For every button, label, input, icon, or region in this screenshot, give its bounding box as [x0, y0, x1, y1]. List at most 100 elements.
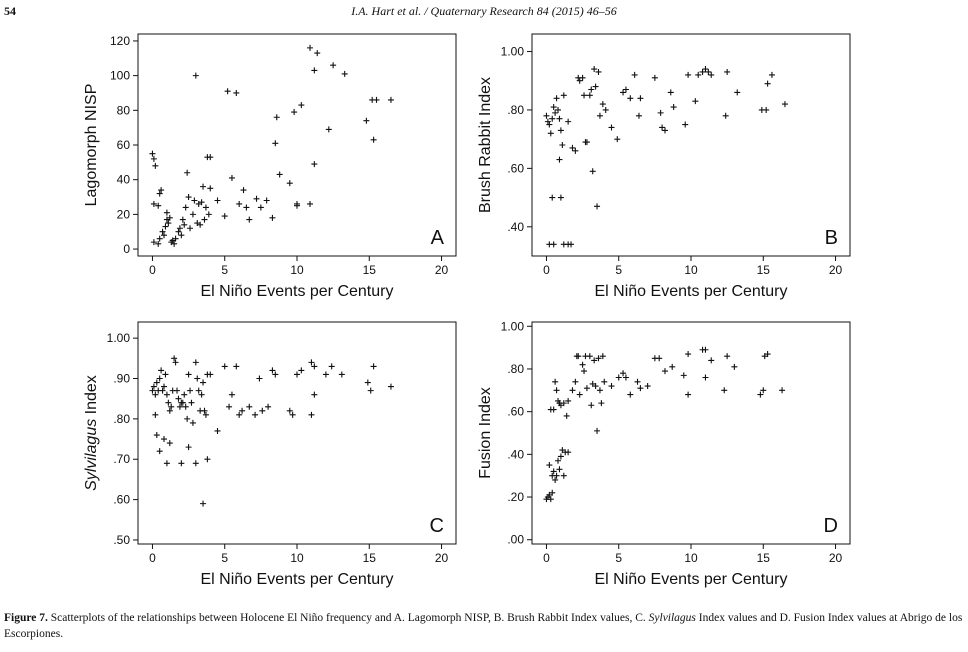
data-point	[298, 367, 305, 374]
data-point	[682, 121, 689, 128]
data-point	[708, 71, 715, 78]
x-tick-label: 0	[543, 263, 550, 277]
y-tick-label: .60	[507, 405, 524, 419]
data-point	[634, 378, 641, 385]
x-tick-label: 20	[435, 263, 449, 277]
data-point	[576, 77, 583, 84]
x-tick-label: 15	[757, 263, 771, 277]
data-point	[553, 387, 560, 394]
data-point	[191, 197, 198, 204]
data-point	[608, 383, 615, 390]
data-point	[669, 363, 676, 370]
data-point	[172, 235, 179, 242]
data-point	[175, 228, 182, 235]
data-point	[764, 80, 771, 87]
data-point	[161, 232, 168, 239]
data-point	[259, 407, 266, 414]
data-point	[158, 187, 165, 194]
data-point	[555, 106, 562, 113]
data-point	[659, 124, 666, 131]
data-point	[579, 361, 586, 368]
data-point	[311, 67, 318, 74]
data-point	[575, 353, 582, 360]
y-axis-title: Sylvilagus Index	[83, 375, 100, 491]
data-point	[166, 407, 173, 414]
data-point	[294, 371, 300, 378]
data-point	[156, 190, 163, 197]
y-tick-label: 1.00	[107, 331, 131, 345]
data-point	[204, 456, 211, 463]
data-point	[322, 371, 329, 378]
y-axis-title: Fusion Index	[477, 387, 494, 479]
data-point	[734, 89, 741, 96]
data-point	[253, 195, 260, 202]
data-point	[200, 500, 207, 507]
data-point	[228, 174, 235, 181]
data-point	[162, 371, 169, 378]
y-tick-label: 60	[117, 138, 131, 152]
data-point	[311, 363, 318, 370]
data-point	[556, 115, 563, 122]
y-tick-label: 100	[110, 69, 130, 83]
data-point	[174, 387, 181, 394]
data-point	[692, 98, 699, 105]
y-axis-title: Lagomorph NISP	[83, 84, 100, 207]
x-tick-label: 10	[290, 263, 304, 277]
data-point	[757, 391, 764, 398]
data-point	[591, 357, 598, 364]
data-point	[166, 440, 173, 447]
data-point	[171, 240, 178, 247]
running-head: I.A. Hart et al. / Quaternary Research 8…	[351, 4, 617, 18]
data-point	[594, 427, 601, 434]
data-point	[592, 83, 599, 90]
data-point	[702, 374, 709, 381]
data-point	[195, 387, 202, 394]
data-point	[552, 476, 559, 483]
scatter-plot-a: 0 5 10 15 20 0 20 40 60 80 100 120 El Niño Events pe…	[83, 33, 457, 300]
data-point	[581, 92, 588, 99]
data-point	[556, 466, 563, 473]
x-tick-label: 10	[684, 263, 698, 277]
data-point	[560, 472, 567, 479]
data-point	[156, 448, 163, 455]
data-point	[289, 411, 296, 418]
data-point	[721, 387, 728, 394]
data-point	[557, 453, 564, 460]
x-axis-title: El Niño Events per Century	[201, 571, 394, 588]
data-point	[596, 387, 603, 394]
data-point	[549, 194, 556, 201]
data-point	[656, 355, 663, 362]
data-point	[185, 444, 192, 451]
data-point	[760, 387, 767, 394]
data-point	[547, 130, 554, 137]
y-axis-title-rest: Index	[83, 375, 100, 419]
data-point	[152, 391, 159, 398]
figure-caption: Figure 7. Scatterplots of the relationsh…	[4, 610, 964, 642]
x-tick-label: 5	[221, 551, 228, 565]
data-point	[702, 66, 709, 73]
y-tick-label: .70	[113, 452, 130, 466]
data-point	[549, 489, 556, 496]
data-point	[546, 121, 553, 128]
data-point	[363, 117, 370, 124]
data-point	[586, 353, 593, 360]
data-point	[176, 225, 183, 232]
data-point	[192, 460, 199, 467]
data-point	[708, 357, 715, 364]
data-point	[161, 383, 168, 390]
data-point	[602, 106, 609, 113]
x-axis-title: El Niño Events per Century	[595, 571, 788, 588]
data-point	[781, 101, 788, 108]
y-tick-label: .40	[507, 220, 524, 234]
panel-letter: A	[431, 227, 445, 249]
data-point	[622, 86, 629, 93]
data-point	[272, 140, 279, 147]
data-point	[179, 216, 186, 223]
data-point	[276, 171, 283, 178]
data-point	[202, 204, 209, 211]
data-point	[620, 89, 627, 96]
data-point	[644, 383, 651, 390]
data-point	[163, 391, 170, 398]
data-point	[207, 185, 214, 192]
data-point	[552, 109, 559, 116]
